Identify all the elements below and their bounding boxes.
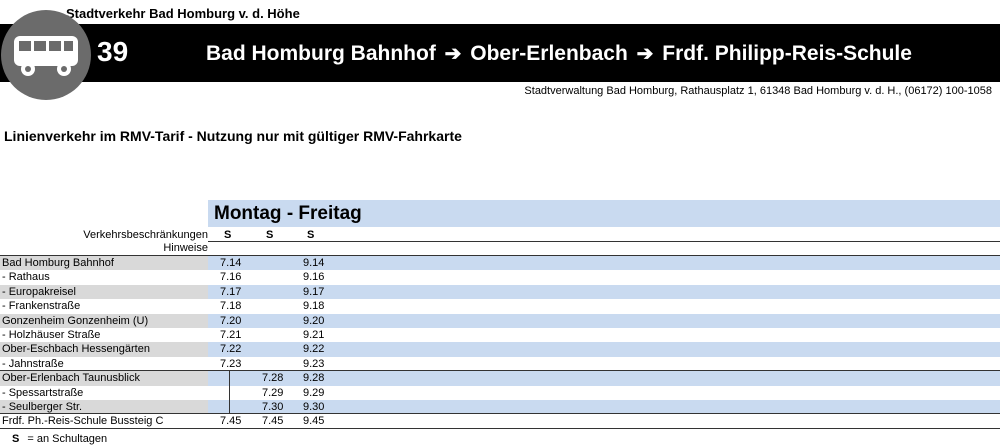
times-cell <box>208 270 1000 284</box>
restriction-cell: S <box>307 229 315 241</box>
legend: S = an Schultagen <box>12 433 107 445</box>
stop-name: Ober-Erlenbach Taunusblick <box>0 371 208 386</box>
table-row: Ober-Eschbach Hessengärten 7.22 9.22 <box>0 342 1000 357</box>
departure-time: 9.16 <box>303 271 325 284</box>
departure-time: 9.30 <box>303 401 325 413</box>
table-row: - Jahnstraße 7.23 9.23 <box>0 357 1000 371</box>
table-row: - Europakreisel 7.17 9.17 <box>0 284 1000 300</box>
legend-text: = an Schultagen <box>27 433 108 445</box>
table-row: - Seulberger Str. 7.30 9.30 <box>0 400 1000 415</box>
departure-time: 7.45 <box>262 415 284 428</box>
times-cell <box>208 400 1000 415</box>
times-cell <box>208 284 1000 300</box>
departure-time: 7.22 <box>220 343 242 356</box>
line-number: 39 <box>97 36 129 67</box>
departure-time: 7.45 <box>220 415 242 428</box>
stop-name: - Europakreisel <box>0 284 208 300</box>
admin-contact: Stadtverwaltung Bad Homburg, Rathausplat… <box>524 85 992 97</box>
departure-time: 9.23 <box>303 357 325 370</box>
times-cell <box>208 386 1000 400</box>
table-row: Ober-Erlenbach Taunusblick 7.28 9.28 <box>0 371 1000 386</box>
times-cell <box>208 328 1000 342</box>
departure-time: 7.20 <box>220 314 242 327</box>
departure-time: 7.21 <box>220 329 242 341</box>
table-row: Gonzenheim Gonzenheim (U) 7.20 9.20 <box>0 313 1000 328</box>
route-via: Ober-Erlenbach <box>470 42 628 65</box>
arrow-right-icon: ➔ <box>636 43 654 65</box>
stop-name: Frdf. Ph.-Reis-Schule Bussteig C <box>2 415 164 428</box>
divider <box>0 428 1000 429</box>
departure-time: 7.23 <box>220 357 242 370</box>
stop-name: Ober-Eschbach Hessengärten <box>0 342 208 357</box>
stop-name: Bad Homburg Bahnhof <box>0 256 208 271</box>
stop-name: - Seulberger Str. <box>0 400 208 415</box>
departure-time: 9.21 <box>303 329 325 341</box>
times-cell <box>208 299 1000 313</box>
divider <box>0 370 1000 371</box>
table-row: - Spessartstraße 7.29 9.29 <box>0 386 1000 400</box>
legend-symbol: S <box>12 433 20 445</box>
stop-name: Gonzenheim Gonzenheim (U) <box>0 313 208 328</box>
arrow-right-icon: ➔ <box>444 43 462 65</box>
day-type-band <box>208 200 1000 227</box>
departure-time: 7.14 <box>220 257 242 269</box>
table-row: - Holzhäuser Straße 7.21 9.21 <box>0 328 1000 342</box>
restriction-cell: S <box>266 229 274 241</box>
restrictions-label: Verkehrsbeschränkungen <box>83 229 208 241</box>
departure-time: 9.29 <box>303 386 325 399</box>
departure-time: 7.17 <box>220 285 242 298</box>
restriction-cell: S <box>224 229 232 241</box>
stop-name: - Holzhäuser Straße <box>2 329 101 341</box>
table-row: - Frankenstraße 7.18 9.18 <box>0 299 1000 313</box>
table-row: Frdf. Ph.-Reis-Schule Bussteig C 7.45 7.45… <box>0 414 1000 428</box>
times-cell <box>208 342 1000 357</box>
notes-label: Hinweise <box>163 242 208 254</box>
day-type-title: Montag - Freitag <box>214 203 362 224</box>
route-to: Frdf. Philipp-Reis-Schule <box>662 42 912 65</box>
departure-time: 7.16 <box>220 271 242 284</box>
operator-name: Stadtverkehr Bad Homburg v. d. Höhe <box>66 6 300 21</box>
departure-time: 9.45 <box>303 415 325 428</box>
route-from: Bad Homburg Bahnhof <box>206 42 436 65</box>
table-row: Bad Homburg Bahnhof 7.14 9.14 <box>0 256 1000 271</box>
tariff-note: Linienverkehr im RMV-Tarif - Nutzung nur… <box>4 128 462 144</box>
departure-time: 7.29 <box>262 386 284 399</box>
stop-name: - Rathaus <box>2 271 50 284</box>
stop-name: - Frankenstraße <box>2 300 81 313</box>
departure-time: 9.14 <box>303 257 325 269</box>
stop-name: - Spessartstraße <box>2 386 84 399</box>
bus-icon <box>1 10 91 100</box>
table-row: - Rathaus 7.16 9.16 <box>0 270 1000 284</box>
divider <box>0 255 1000 256</box>
times-cell <box>208 256 1000 271</box>
times-cell <box>208 414 1000 428</box>
departure-time: 9.17 <box>303 285 325 298</box>
departure-time: 7.28 <box>262 372 284 385</box>
departure-time: 9.20 <box>303 314 325 327</box>
departure-time: 7.30 <box>262 401 284 413</box>
departure-time: 9.28 <box>303 372 325 385</box>
times-cell <box>208 371 1000 386</box>
departure-time: 9.18 <box>303 300 325 313</box>
header-bar: 39 Bad Homburg Bahnhof ➔ Ober-Erlenbach … <box>0 24 1000 82</box>
route-title: Bad Homburg Bahnhof ➔ Ober-Erlenbach ➔ F… <box>206 41 912 66</box>
column-divider <box>229 370 230 413</box>
stop-name: - Jahnstraße <box>2 357 64 370</box>
departure-time: 7.18 <box>220 300 242 313</box>
divider <box>208 241 1000 242</box>
divider <box>0 413 1000 414</box>
departure-time: 9.22 <box>303 343 325 356</box>
times-cell <box>208 313 1000 328</box>
